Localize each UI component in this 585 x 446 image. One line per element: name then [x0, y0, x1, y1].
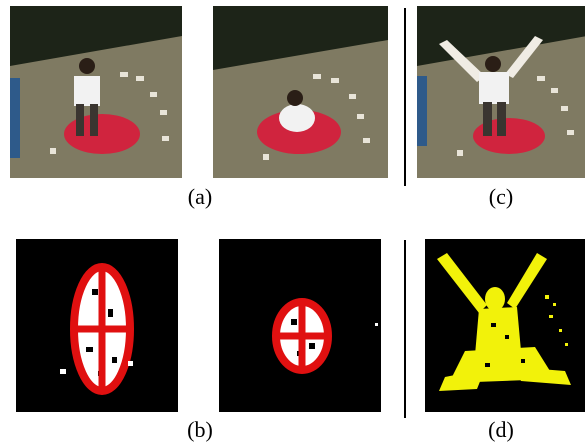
photo-c — [417, 6, 585, 178]
divider-top — [404, 8, 406, 186]
photo-a-right — [213, 6, 388, 178]
caption-c: (c) — [488, 184, 514, 209]
caption-a: (a) — [187, 184, 213, 209]
motion-image-d — [425, 239, 585, 412]
photo-a-left — [10, 6, 182, 178]
divider-bottom — [404, 240, 406, 418]
caption-d: (d) — [488, 417, 514, 442]
silhouette-b-left — [16, 239, 178, 412]
silhouette-b-right — [219, 239, 381, 412]
caption-b: (b) — [187, 417, 213, 442]
